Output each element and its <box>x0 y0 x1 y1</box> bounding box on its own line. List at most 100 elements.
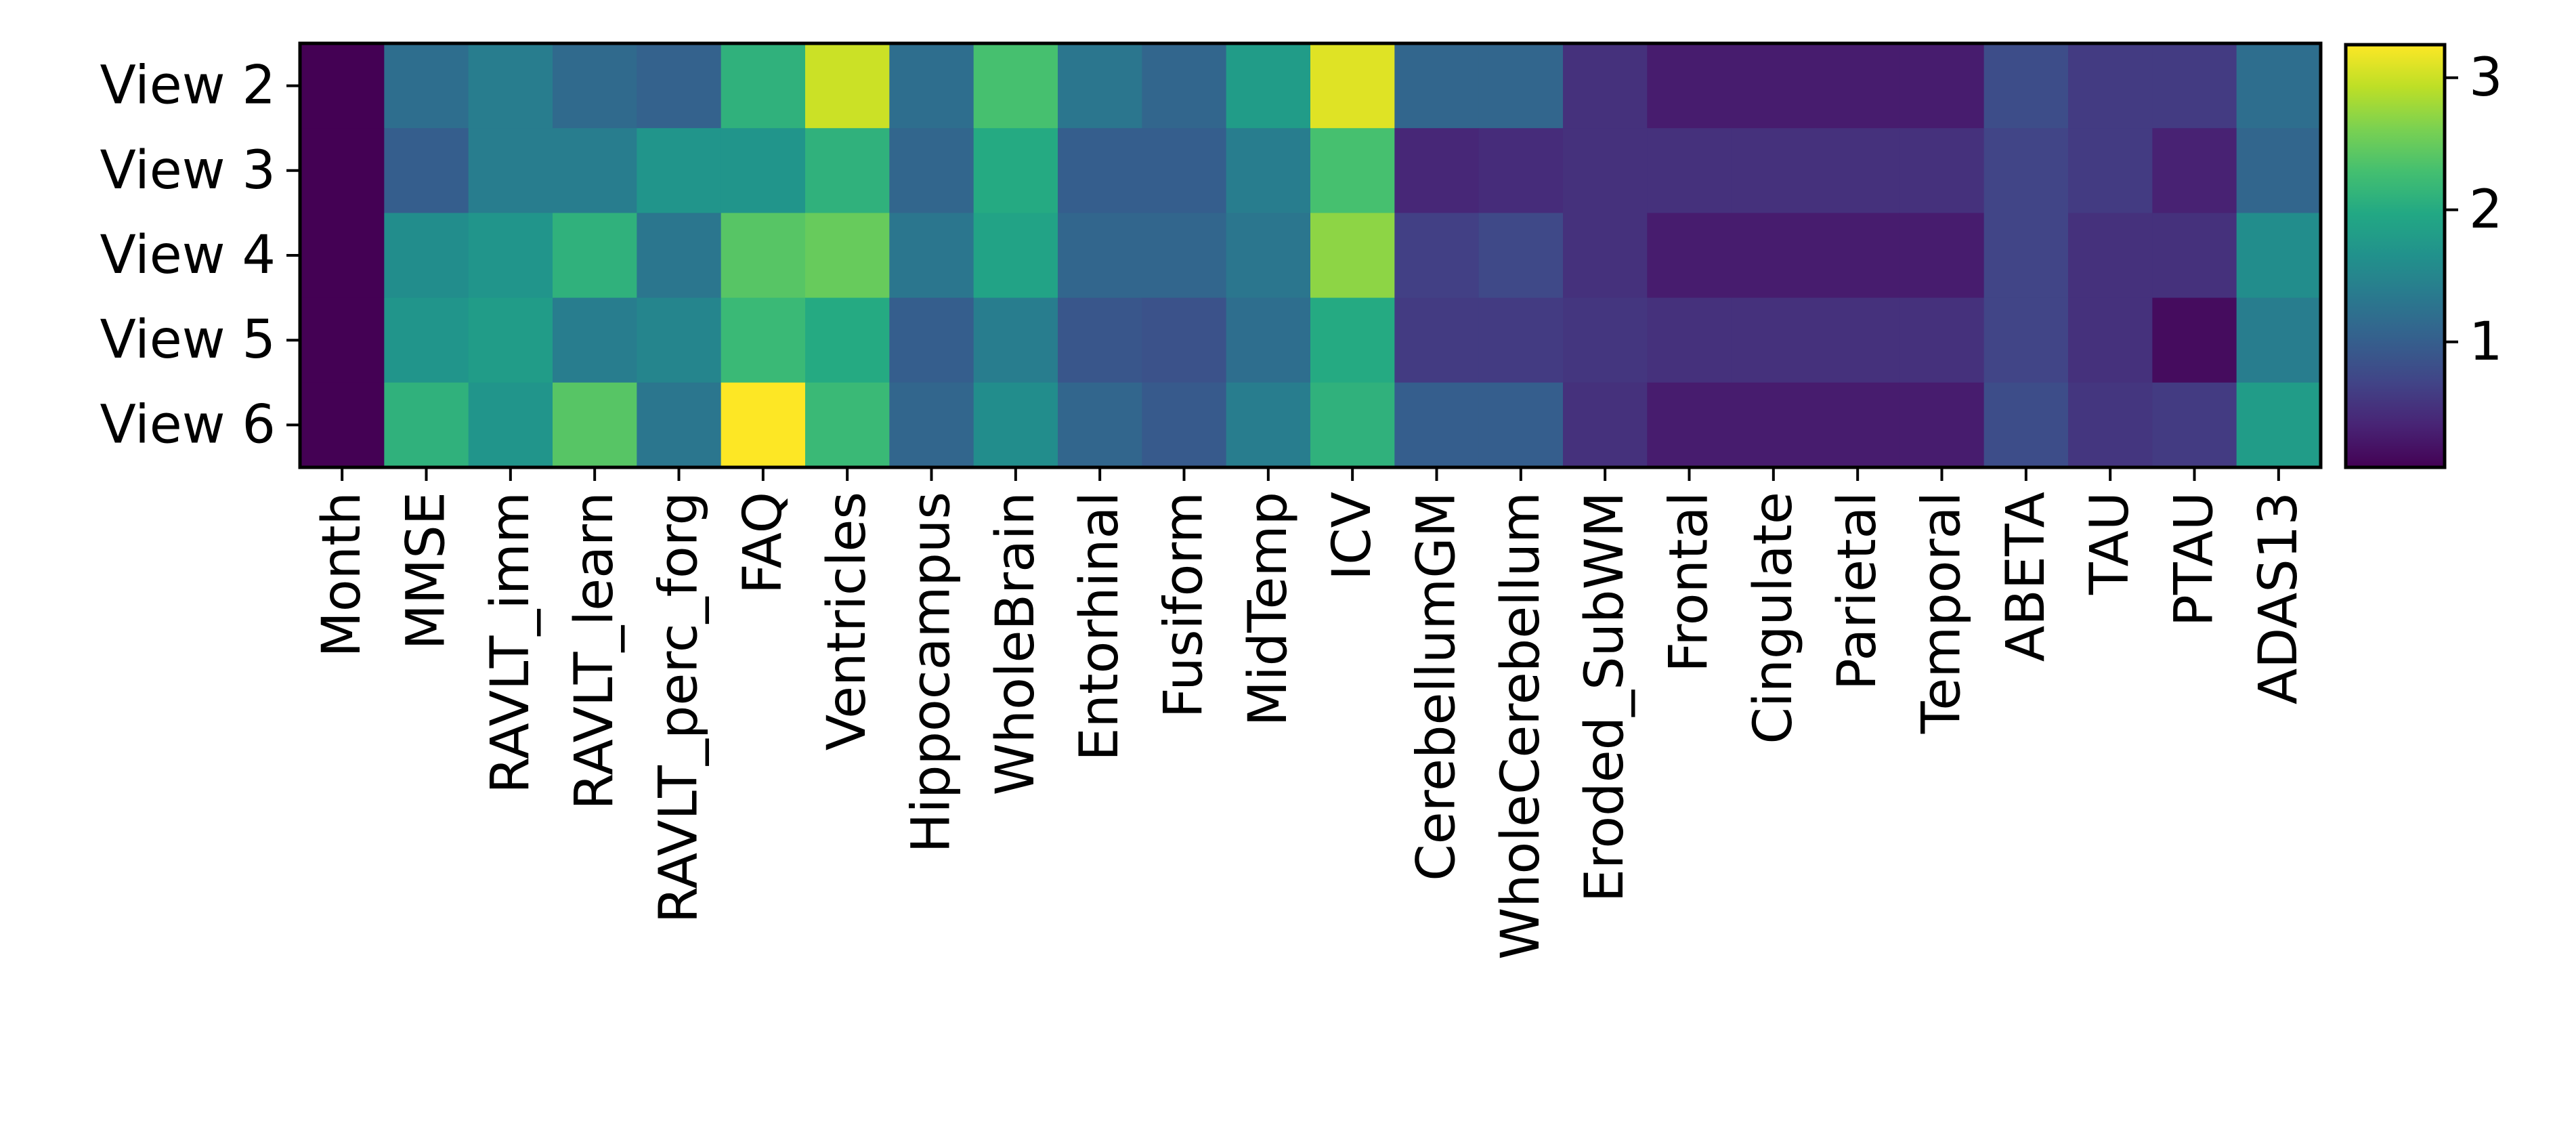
heatmap-cell <box>553 297 637 383</box>
heatmap-cell <box>721 213 806 299</box>
heatmap-cell <box>973 43 1058 129</box>
heatmap-cell <box>2152 43 2237 129</box>
heatmap-cell <box>1899 382 1985 468</box>
heatmap-cell <box>1310 43 1395 129</box>
heatmap-cell <box>1983 297 2069 383</box>
colorbar <box>2346 45 2445 467</box>
column-label: RAVLT_learn <box>564 492 625 810</box>
column-labels: Month MMSE RAVLT_imm RAVLT_learn RAVLT_perc_… <box>312 467 2309 960</box>
heatmap-cell <box>1816 128 1900 213</box>
heatmap-cell <box>805 128 890 213</box>
heatmap-cell <box>1816 43 1900 129</box>
heatmap-cell <box>468 382 553 468</box>
heatmap-cell <box>1983 128 2069 213</box>
heatmap-cell <box>1394 297 1480 383</box>
column-label: ADAS13 <box>2248 492 2309 704</box>
heatmap-cell <box>2236 43 2321 129</box>
column-label: Frontal <box>1659 492 1720 673</box>
heatmap-cell <box>2068 43 2153 129</box>
row-labels: View 2 View 3 View 4 View 5 View 6 <box>100 56 300 455</box>
row-label: View 2 <box>100 56 276 116</box>
column-label: Eroded_SubWM <box>1574 492 1635 902</box>
heatmap-cell <box>553 43 637 129</box>
heatmap-cell <box>1647 43 1732 129</box>
heatmap-cell <box>1478 43 1564 129</box>
heatmap-cell <box>1226 128 1311 213</box>
heatmap-cell <box>2068 382 2153 468</box>
heatmap-cell <box>1731 382 1816 468</box>
column-label: Fusiform <box>1154 492 1215 718</box>
column-label: Entorhinal <box>1069 492 1130 761</box>
colorbar-frame <box>2344 43 2447 469</box>
heatmap-cell <box>384 128 469 213</box>
heatmap-cell <box>1394 382 1480 468</box>
colorbar-ticks: 1 2 3 <box>2445 47 2503 373</box>
heatmap-cell <box>1647 297 1732 383</box>
heatmap-cell <box>1563 128 1648 213</box>
heatmap-cell <box>1310 382 1395 468</box>
heatmap-cell <box>2152 128 2237 213</box>
heatmap-cell <box>1310 128 1395 213</box>
heatmap-cell <box>468 213 553 299</box>
colorbar-tick-label: 1 <box>2469 312 2503 373</box>
heatmap-cell <box>637 297 722 383</box>
colorbar-tick-label: 2 <box>2469 179 2503 240</box>
heatmap-cell <box>1731 43 1816 129</box>
heatmap-cell <box>300 43 385 129</box>
heatmap-cell <box>1899 297 1985 383</box>
heatmap-cell <box>889 382 974 468</box>
heatmap-cell <box>1647 213 1732 299</box>
heatmap-cell <box>1816 382 1900 468</box>
heatmap-cell <box>805 213 890 299</box>
heatmap-cell <box>1731 128 1816 213</box>
heatmap-cell <box>973 297 1058 383</box>
heatmap-cell <box>2068 128 2153 213</box>
heatmap-cell <box>1647 128 1732 213</box>
heatmap-cell <box>2152 213 2237 299</box>
heatmap-cell <box>1816 297 1900 383</box>
heatmap-cell <box>1899 128 1985 213</box>
heatmap-cell <box>805 382 890 468</box>
column-label: Month <box>312 492 372 657</box>
heatmap-cell <box>300 382 385 468</box>
heatmap-cell <box>637 213 722 299</box>
column-label: PTAU <box>2164 492 2225 627</box>
heatmap-cell <box>2236 382 2321 468</box>
heatmap-cell <box>2068 297 2153 383</box>
heatmap-cell <box>721 128 806 213</box>
column-label: CerebellumGM <box>1407 492 1467 881</box>
heatmap-cell <box>1058 128 1142 213</box>
heatmap-cell <box>553 382 637 468</box>
heatmap-cell <box>637 382 722 468</box>
heatmap-cell <box>1563 382 1648 468</box>
heatmap-cell <box>300 128 385 213</box>
heatmap-cell <box>300 213 385 299</box>
heatmap-cell <box>468 297 553 383</box>
column-label: TAU <box>2080 492 2141 595</box>
column-label: Parietal <box>1827 492 1888 690</box>
heatmap-cell <box>973 128 1058 213</box>
heatmap-cell <box>637 128 722 213</box>
heatmap-cell <box>553 213 637 299</box>
column-label: MidTemp <box>1238 492 1299 726</box>
heatmap-cell <box>973 213 1058 299</box>
heatmap-cell <box>384 213 469 299</box>
heatmap-cell <box>721 382 806 468</box>
heatmap-cell <box>2068 213 2153 299</box>
heatmap-cell <box>805 43 890 129</box>
heatmap-cell <box>1394 213 1480 299</box>
column-label: Temporal <box>1912 492 1973 734</box>
row-label: View 4 <box>100 225 276 286</box>
heatmap-cell <box>1058 382 1142 468</box>
heatmap-cell <box>637 43 722 129</box>
heatmap-cell <box>889 213 974 299</box>
column-label: Ventricles <box>817 492 878 750</box>
heatmap-cell <box>2236 297 2321 383</box>
heatmap-cell <box>1226 297 1311 383</box>
heatmap-cell <box>1142 213 1227 299</box>
heatmap-cell <box>1816 213 1900 299</box>
heatmap-cell <box>384 297 469 383</box>
row-label: View 3 <box>100 140 276 201</box>
heatmap-cell <box>1899 43 1985 129</box>
